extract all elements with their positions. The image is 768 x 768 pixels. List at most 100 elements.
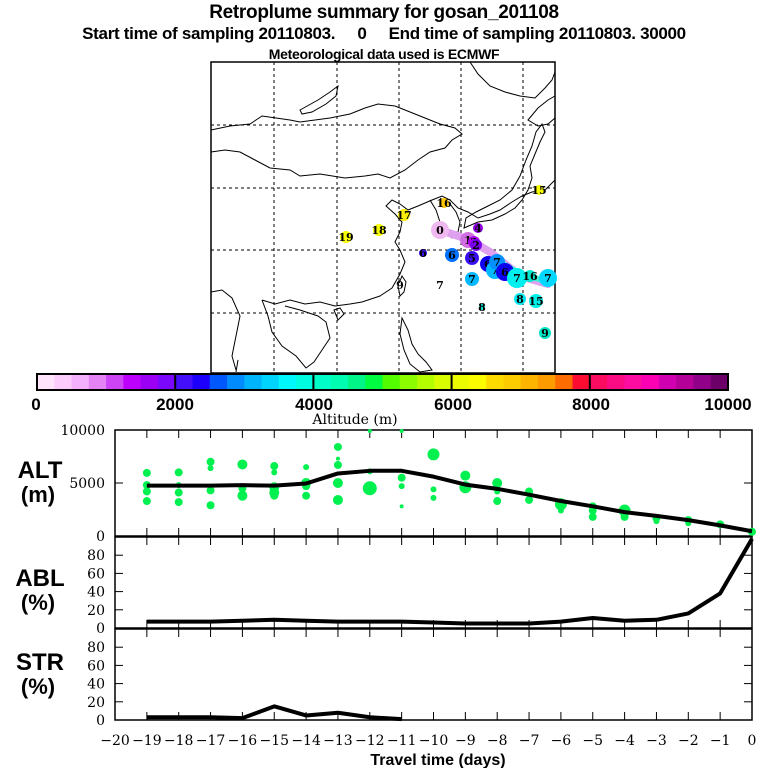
sampling-time-subtitle: Start time of sampling 20110803. 0 End t… bbox=[82, 24, 686, 43]
str-panel-label: STR bbox=[16, 649, 64, 676]
colorbar-segment bbox=[71, 374, 90, 390]
str-y-tick-label: 80 bbox=[87, 640, 105, 656]
map-panel: 0143526677677789981516716171819156 bbox=[210, 61, 557, 374]
colorbar-segment bbox=[382, 374, 401, 390]
map-marker: 2 bbox=[470, 239, 482, 252]
alt-scatter-point bbox=[270, 462, 279, 471]
colorbar-segment bbox=[157, 374, 176, 390]
map-marker-dot bbox=[465, 251, 479, 265]
abl-y-tick-label: 20 bbox=[87, 603, 105, 619]
map-marker: 16 bbox=[436, 197, 452, 210]
abl-panel-frame bbox=[114, 536, 753, 629]
colorbar-segment bbox=[175, 374, 193, 390]
map-marker-dot bbox=[534, 185, 544, 195]
x-tick-label: −1 bbox=[710, 733, 731, 749]
colorbar-segment bbox=[278, 374, 297, 390]
abl-panel-unit: (%) bbox=[21, 590, 55, 615]
map-marker: 15 bbox=[528, 294, 544, 308]
colorbar-segment bbox=[54, 374, 73, 390]
colorbar-segment bbox=[123, 374, 142, 390]
x-axis-label: Travel time (days) bbox=[370, 752, 505, 768]
map-marker: 16 bbox=[522, 270, 538, 283]
alt-panel-unit: (m) bbox=[21, 482, 55, 507]
map-marker: 15 bbox=[531, 184, 546, 197]
colorbar-segment bbox=[658, 374, 677, 390]
str-y-tick-label: 20 bbox=[87, 695, 105, 711]
alt-scatter-point bbox=[460, 470, 471, 481]
coastlines bbox=[210, 61, 556, 373]
map-marker-label: 6 bbox=[419, 247, 427, 260]
colorbar-segment bbox=[607, 374, 625, 390]
colorbar-segment bbox=[140, 374, 159, 390]
map-marker-label: 19 bbox=[338, 231, 353, 244]
alt-scatter-point bbox=[397, 473, 406, 482]
alt-scatter-point bbox=[493, 497, 502, 506]
map-marker: 6 bbox=[419, 247, 427, 260]
colorbar-tick-label: 8000 bbox=[572, 395, 610, 414]
map-marker-label: 4 bbox=[474, 222, 482, 235]
colorbar-segment bbox=[486, 374, 504, 390]
colorbar-tick-label: 10000 bbox=[704, 395, 751, 414]
alt-scatter-point bbox=[302, 491, 311, 500]
x-tick-label: −7 bbox=[519, 733, 540, 749]
x-tick-label: −9 bbox=[455, 733, 476, 749]
alt-scatter-point bbox=[332, 478, 343, 488]
map-marker-label: 0 bbox=[436, 224, 444, 237]
map-marker: 0 bbox=[431, 221, 449, 239]
map-marker: 18 bbox=[371, 224, 387, 237]
colorbar-segment bbox=[209, 374, 228, 390]
colorbar-tick-label: 2000 bbox=[156, 395, 194, 414]
alt-y-tick-label: 5000 bbox=[69, 476, 105, 492]
alt-scatter-point bbox=[492, 478, 503, 488]
alt-panel-label: ALT bbox=[18, 457, 63, 484]
alt-scatter-point bbox=[206, 486, 215, 495]
map-marker-label: 6 bbox=[448, 249, 456, 262]
map-marker-label: 7 bbox=[513, 272, 521, 285]
chart-title: Retroplume summary for gosan_201108 bbox=[209, 2, 559, 23]
abl-panel-label: ABL bbox=[15, 565, 64, 592]
x-tick-label: −19 bbox=[132, 733, 162, 749]
colorbar-segment bbox=[106, 374, 124, 390]
map-marker-label: 7 bbox=[544, 272, 552, 285]
colorbar-segment bbox=[468, 374, 487, 390]
map-marker-dot bbox=[439, 198, 449, 208]
alt-scatter-point bbox=[237, 490, 248, 501]
x-tick-label: −5 bbox=[582, 733, 603, 749]
alt-scatter-point bbox=[174, 468, 183, 477]
map-marker-dot bbox=[340, 231, 352, 243]
colorbar-segment bbox=[710, 374, 729, 390]
map-marker-dot bbox=[470, 239, 482, 251]
alt-scatter-point bbox=[142, 497, 151, 506]
colorbar-segment bbox=[451, 374, 470, 390]
map-marker-dot bbox=[445, 248, 459, 262]
map-marker: 8 bbox=[478, 301, 486, 314]
colorbar-segment bbox=[537, 374, 556, 390]
met-data-note: Meteorological data used is ECMWF bbox=[268, 46, 500, 62]
x-tick-label: −11 bbox=[387, 733, 417, 749]
map-marker-dot bbox=[398, 283, 402, 287]
map-marker: 7 bbox=[507, 268, 527, 288]
colorbar-tick-label: 0 bbox=[31, 395, 40, 414]
map-graticule bbox=[211, 62, 555, 373]
map-marker: 5 bbox=[465, 251, 479, 265]
alt-scatter-point bbox=[174, 488, 183, 497]
colorbar-tick-label: 4000 bbox=[295, 395, 333, 414]
alt-scatter-point bbox=[399, 504, 404, 509]
map-marker-label: 7 bbox=[436, 279, 444, 292]
map-marker-label: 8 bbox=[478, 301, 486, 314]
map-marker-label: 5 bbox=[468, 252, 476, 265]
colorbar-segment bbox=[572, 374, 591, 390]
str-y-tick-label: 0 bbox=[96, 713, 105, 729]
x-tick-label: −10 bbox=[419, 733, 449, 749]
map-marker-label: 9 bbox=[396, 279, 404, 292]
colorbar-segment bbox=[399, 374, 418, 390]
x-tick-label: −12 bbox=[355, 733, 385, 749]
colorbar-tick-label: 6000 bbox=[434, 395, 472, 414]
map-marker-dot bbox=[431, 221, 449, 239]
map-frame bbox=[210, 61, 556, 374]
x-tick-label: −15 bbox=[259, 733, 289, 749]
map-marker-label: 7 bbox=[493, 256, 501, 269]
map-marker-dot bbox=[473, 223, 483, 233]
x-tick-label: −18 bbox=[164, 733, 194, 749]
x-tick-label: −13 bbox=[323, 733, 353, 749]
